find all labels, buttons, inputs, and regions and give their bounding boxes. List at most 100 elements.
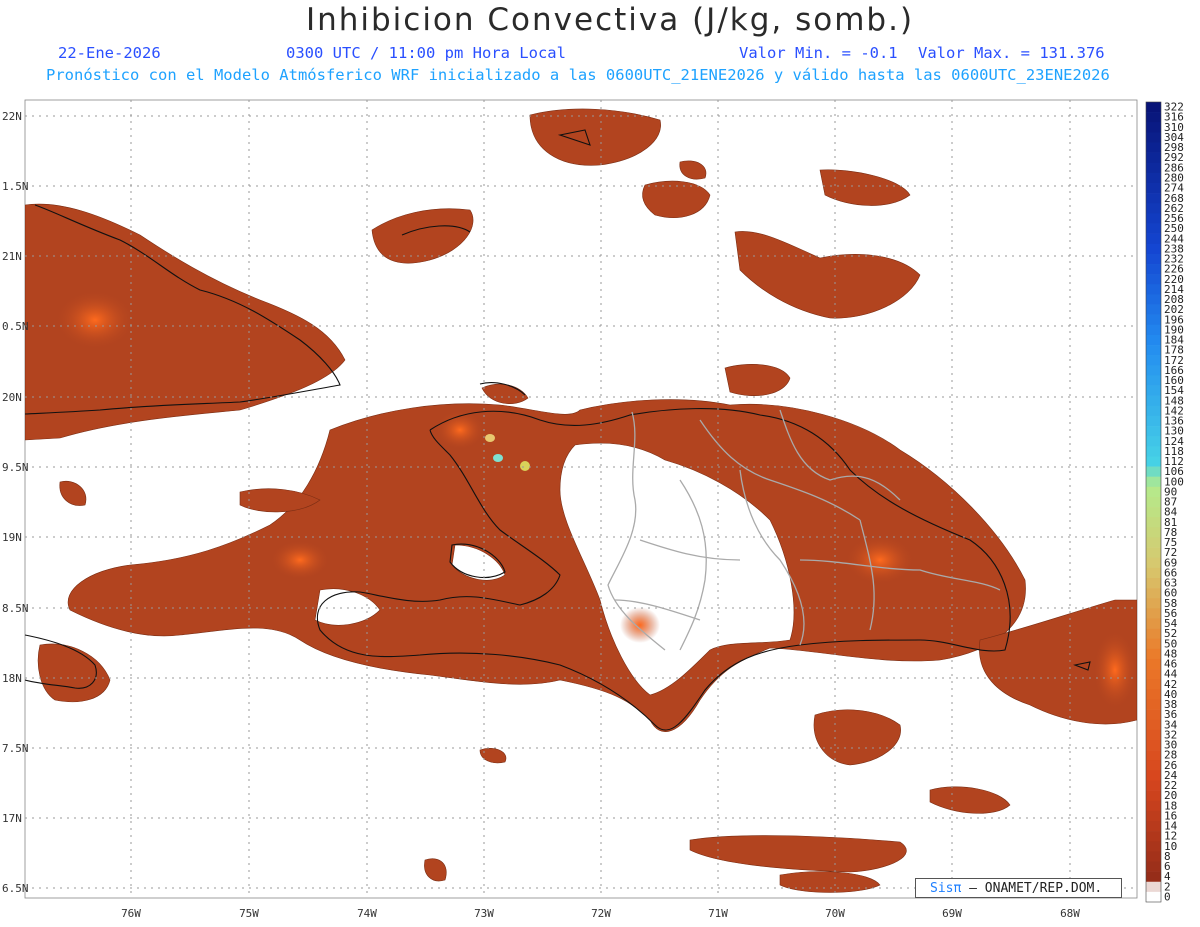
colorbar-label: 8 xyxy=(1164,850,1171,863)
colorbar-label: 244 xyxy=(1164,232,1184,245)
colorbar-swatch xyxy=(1146,324,1161,336)
colorbar-swatch xyxy=(1146,426,1161,437)
coast-hispaniola xyxy=(316,408,1011,731)
colorbar-swatch xyxy=(1146,891,1161,903)
province-line-3 xyxy=(779,409,901,501)
lon-label: 72W xyxy=(591,907,611,920)
hotspot-yellow-2 xyxy=(485,434,495,442)
hole-southwest xyxy=(314,588,381,626)
lat-label: 21N xyxy=(2,250,22,263)
colorbar-label: 10 xyxy=(1164,840,1177,853)
colorbar-swatch xyxy=(1146,618,1161,629)
lat-label: 8.5N xyxy=(2,602,29,615)
coast-cuba xyxy=(25,204,341,415)
colorbar-swatch xyxy=(1146,294,1161,305)
colorbar-label: 208 xyxy=(1164,293,1184,306)
no-data-areas xyxy=(314,442,795,696)
colorbar-label: 310 xyxy=(1164,121,1184,134)
colorbar-swatch xyxy=(1146,851,1161,862)
hotspot-4 xyxy=(55,290,135,350)
credit-box: Sisπ – ONAMET/REP.DOM. xyxy=(915,878,1122,898)
colorbar-label: 100 xyxy=(1164,475,1184,488)
colorbar-label: 72 xyxy=(1164,546,1177,559)
colorbar-swatch xyxy=(1146,486,1161,498)
colorbar-swatch xyxy=(1146,517,1161,528)
colorbar-swatch xyxy=(1146,122,1161,133)
coast-tortuga xyxy=(479,382,526,396)
colorbar-swatch xyxy=(1146,152,1161,164)
lat-label: 17N xyxy=(2,812,22,825)
coast-jamaica xyxy=(25,634,97,689)
colorbar-swatch xyxy=(1146,183,1161,194)
lon-label: 70W xyxy=(825,907,845,920)
colorbar-swatch xyxy=(1146,871,1161,883)
colorbar-label: 60 xyxy=(1164,587,1177,600)
colorbar-label: 316 xyxy=(1164,111,1184,124)
colorbar-label: 2 xyxy=(1164,880,1171,893)
field-west-2 xyxy=(59,480,87,506)
colorbar-label: 304 xyxy=(1164,131,1184,144)
colorbar-swatch xyxy=(1146,679,1161,690)
colorbar-swatch xyxy=(1146,243,1161,255)
province-line-8 xyxy=(614,599,701,621)
colorbar-label: 34 xyxy=(1164,718,1178,731)
lat-label: 1.5N xyxy=(2,180,29,193)
colorbar-swatch xyxy=(1146,112,1161,123)
credit-label: – ONAMET/REP.DOM. xyxy=(969,881,1103,896)
colorbar-swatch xyxy=(1146,800,1161,812)
colorbar-swatch xyxy=(1146,193,1161,204)
colorbar-swatch xyxy=(1146,831,1161,842)
colorbar-swatch xyxy=(1146,395,1161,407)
province-line-4 xyxy=(679,479,707,651)
colorbar-label: 106 xyxy=(1164,465,1184,478)
colorbar-label: 20 xyxy=(1164,789,1177,802)
hotspot-cyan xyxy=(493,454,503,462)
colorbar-swatch xyxy=(1146,446,1161,457)
colorbar-swatch xyxy=(1146,436,1161,447)
lat-label: 22N xyxy=(2,110,22,123)
colorbar-swatch xyxy=(1146,820,1161,832)
colorbar-swatch xyxy=(1146,142,1161,153)
lon-label: 76W xyxy=(121,907,141,920)
colorbar-label: 54 xyxy=(1164,617,1178,630)
colorbar-swatch xyxy=(1146,405,1161,417)
colorbar-label: 184 xyxy=(1164,334,1184,347)
colorbar-swatch xyxy=(1146,598,1161,609)
colorbar-label: 232 xyxy=(1164,253,1184,266)
colorbar-swatch xyxy=(1146,669,1161,680)
lat-label: 19N xyxy=(2,531,22,544)
colorbar-label: 292 xyxy=(1164,151,1184,164)
colorbar-swatch xyxy=(1146,780,1161,791)
colorbar-swatch xyxy=(1146,527,1161,538)
field-south-4 xyxy=(929,786,1011,814)
colorbar-label: 148 xyxy=(1164,394,1184,407)
colorbar-swatch xyxy=(1146,608,1161,619)
colorbar-swatch xyxy=(1146,881,1161,893)
colorbar-label: 90 xyxy=(1164,485,1177,498)
colorbar-swatch xyxy=(1146,172,1161,184)
field-hispaniola xyxy=(67,399,1026,732)
field-north-4 xyxy=(734,231,921,319)
colorbar-label: 274 xyxy=(1164,182,1184,195)
lon-label: 71W xyxy=(708,907,728,920)
colorbar-label: 84 xyxy=(1164,506,1178,519)
field-south-1 xyxy=(813,709,901,766)
colorbar-swatch xyxy=(1146,213,1161,224)
colorbar-label: 256 xyxy=(1164,212,1184,225)
colorbar-swatch xyxy=(1146,355,1161,366)
brand-label: Sisπ xyxy=(930,881,962,896)
colorbar-label: 78 xyxy=(1164,526,1177,539)
hotspot-3 xyxy=(1093,630,1137,710)
colorbar-label: 166 xyxy=(1164,364,1184,377)
colorbar-swatch xyxy=(1146,729,1161,741)
colorbar-swatch xyxy=(1146,102,1161,113)
hotspot-1 xyxy=(270,540,330,580)
time-label: 0300 UTC / 11:00 pm Hora Local xyxy=(286,44,566,62)
colorbar-border xyxy=(1145,101,1162,903)
colorbar-label: 50 xyxy=(1164,637,1177,650)
colorbar-swatch xyxy=(1146,162,1161,174)
colorbar-label: 190 xyxy=(1164,323,1184,336)
lat-labels: 22N 1.5N 21N 0.5N 20N 9.5N 19N 8.5N 18N … xyxy=(2,110,29,895)
lon-label: 69W xyxy=(942,907,962,920)
colorbar-swatch xyxy=(1146,557,1161,569)
